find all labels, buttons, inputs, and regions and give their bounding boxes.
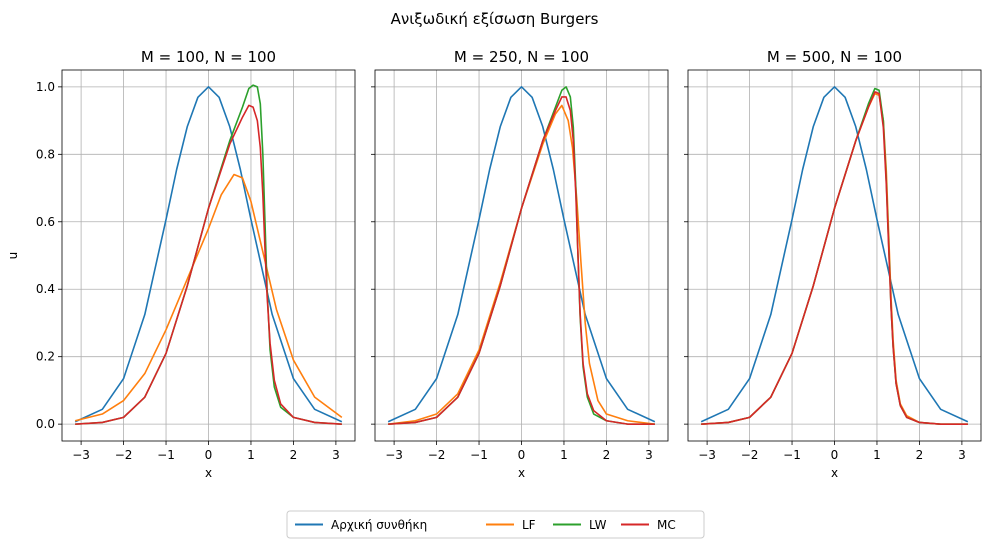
x-tick-label: −3	[698, 448, 716, 462]
legend: Αρχική συνθήκη LF LW MC	[286, 510, 705, 539]
y-tick-label: 0.0	[36, 417, 55, 431]
series-line-mc	[701, 91, 968, 425]
figure-suptitle: Ανιξωδική εξίσωση Burgers	[391, 10, 599, 28]
x-tick-label: 0	[205, 448, 213, 462]
y-tick-label: 0.6	[36, 215, 55, 229]
series-line-mc	[75, 104, 342, 425]
x-axis-label: x	[831, 466, 838, 480]
x-tick-label: 0	[831, 448, 839, 462]
series-line-mc	[388, 96, 655, 425]
series-line-initial	[74, 86, 343, 423]
x-tick-label: 1	[873, 448, 881, 462]
x-tick-label: 2	[916, 448, 924, 462]
y-axis-label: u	[6, 252, 20, 260]
legend-label: Αρχική συνθήκη	[331, 518, 427, 532]
panel-title: M = 500, N = 100	[767, 48, 902, 66]
x-tick-label: −2	[741, 448, 759, 462]
y-tick-label: 1.0	[36, 80, 55, 94]
x-tick-label: 3	[645, 448, 653, 462]
x-tick-label: 0	[518, 448, 526, 462]
panels-group: −3 −2 −1 0 1 2 3 0.0 0.2 0.4 0.6 0.8 1.0 M = 100, N =…	[6, 48, 982, 480]
x-tick-label: −3	[72, 448, 90, 462]
x-axis-label: x	[205, 466, 212, 480]
x-axis-label: x	[518, 466, 525, 480]
series-line-initial	[387, 86, 656, 423]
x-tick-label: 1	[247, 448, 255, 462]
y-tick-label: 0.2	[36, 350, 55, 364]
series-line-initial	[700, 86, 969, 423]
panel-3: −3 −2 −1 0 1 2 3 M = 500, N = 100 x	[684, 48, 982, 480]
legend-entry: LF	[486, 518, 536, 532]
x-tick-label: −1	[157, 448, 175, 462]
x-tick-label: 2	[603, 448, 611, 462]
x-tick-label: 3	[332, 448, 340, 462]
x-tick-label: −2	[115, 448, 133, 462]
y-tick-label: 0.4	[36, 282, 55, 296]
series-line-lf	[388, 104, 655, 425]
x-tick-label: −2	[428, 448, 446, 462]
series-line-lf	[74, 173, 343, 422]
legend-label: LW	[589, 518, 607, 532]
y-tick-label: 0.8	[36, 147, 55, 161]
x-tick-label: −3	[385, 448, 403, 462]
x-tick-label: −1	[470, 448, 488, 462]
x-tick-label: 1	[560, 448, 568, 462]
x-tick-label: −1	[783, 448, 801, 462]
panel-title: M = 100, N = 100	[141, 48, 276, 66]
legend-label: LF	[522, 518, 536, 532]
legend-label: MC	[657, 518, 676, 532]
x-tick-label: 2	[290, 448, 298, 462]
legend-entry: LW	[553, 518, 607, 532]
legend-entry: MC	[621, 518, 676, 532]
x-tick-label: 3	[958, 448, 966, 462]
panel-2: −3 −2 −1 0 1 2 3 M = 250, N = 100 x	[371, 48, 669, 480]
legend-entry: Αρχική συνθήκη	[295, 518, 427, 532]
panel-title: M = 250, N = 100	[454, 48, 589, 66]
panel-1: −3 −2 −1 0 1 2 3 0.0 0.2 0.4 0.6 0.8 1.0 M = 100, N =…	[6, 48, 356, 480]
